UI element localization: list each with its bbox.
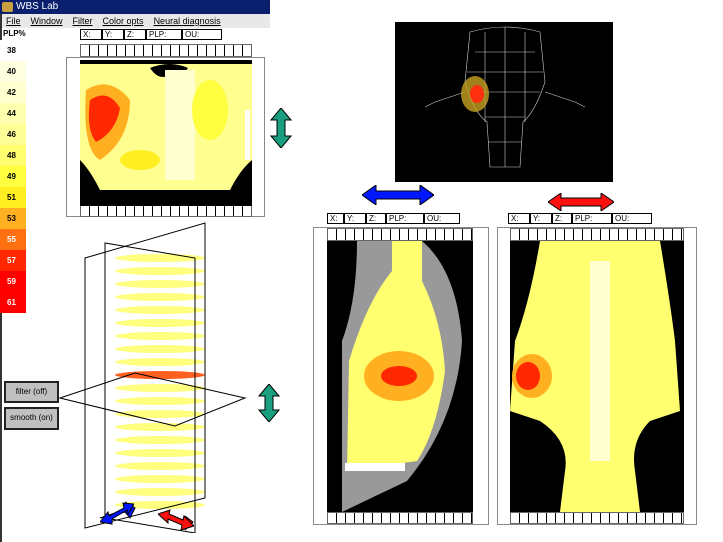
legend-title: PLP% [3, 29, 26, 38]
menu-color-opts[interactable]: Color opts [102, 16, 144, 26]
z-field[interactable]: Z: [124, 29, 146, 40]
blue-arrow-icon[interactable] [100, 500, 134, 526]
legend-item: 61 [0, 292, 26, 313]
z-field[interactable]: Z: [552, 213, 572, 224]
slice [115, 319, 205, 327]
smooth-button[interactable]: smooth (on) [4, 407, 59, 430]
slice [115, 475, 205, 483]
legend-item: 57 [0, 250, 26, 271]
menu-window[interactable]: Window [30, 16, 63, 26]
vertical-slice-arrow-icon[interactable] [270, 108, 292, 148]
slice [115, 254, 205, 262]
legend-item: 48 [0, 145, 26, 166]
slice [115, 293, 205, 301]
z-field[interactable]: Z: [366, 213, 386, 224]
ruler-top [80, 44, 252, 57]
slice [115, 462, 205, 470]
ou-field[interactable]: OU: [182, 29, 222, 40]
slice [115, 423, 205, 431]
filter-button[interactable]: filter (off) [4, 381, 59, 403]
3d-model-view[interactable] [395, 22, 613, 182]
legend-item: 38 [0, 40, 26, 61]
slice [115, 332, 205, 340]
menu-file[interactable]: File [6, 16, 21, 26]
red-arrow-icon[interactable] [158, 508, 194, 532]
menu-filter[interactable]: Filter [72, 16, 93, 26]
slice [115, 436, 205, 444]
coronal-heatmap[interactable] [327, 241, 473, 512]
title-bar: WBS Lab [0, 0, 270, 14]
sagittal-red-arrow-icon[interactable] [548, 193, 614, 211]
slice [115, 358, 205, 366]
slice [115, 371, 205, 379]
legend-item: 42 [0, 82, 26, 103]
slice [115, 280, 205, 288]
ruler-bottom [80, 205, 252, 217]
legend-item: 49 [0, 166, 26, 187]
legend-item: 46 [0, 124, 26, 145]
coord-fields-2: X: Y: Z: PLP: OU: [327, 213, 460, 224]
slice [115, 397, 205, 405]
slice [115, 306, 205, 314]
sagittal-heatmap[interactable] [510, 241, 684, 512]
ruler-top [327, 228, 473, 241]
coord-fields-3: X: Y: Z: PLP: OU: [508, 213, 652, 224]
x-field[interactable]: X: [327, 213, 344, 224]
slice [115, 488, 205, 496]
y-field[interactable]: Y: [530, 213, 552, 224]
slice [115, 410, 205, 418]
legend-item: 40 [0, 61, 26, 82]
legend-item: 51 [0, 187, 26, 208]
coronal-blue-arrow-icon[interactable] [362, 185, 434, 205]
color-legend: 38 40 42 44 46 48 49 51 53 55 57 59 61 [0, 40, 26, 313]
slice-move-arrow-icon[interactable] [258, 384, 280, 422]
slice [115, 345, 205, 353]
x-field[interactable]: X: [80, 29, 102, 40]
legend-item: 59 [0, 271, 26, 292]
legend-item: 55 [0, 229, 26, 250]
slice [115, 449, 205, 457]
plp-field[interactable]: PLP: [386, 213, 424, 224]
x-field[interactable]: X: [508, 213, 530, 224]
legend-item: 44 [0, 103, 26, 124]
menu-neural-diagnosis[interactable]: Neural diagnosis [153, 16, 221, 26]
ou-field[interactable]: OU: [612, 213, 652, 224]
menu-bar: File Window Filter Color opts Neural dia… [0, 14, 270, 28]
ou-field[interactable]: OU: [424, 213, 460, 224]
slice [115, 501, 205, 509]
plp-field[interactable]: PLP: [146, 29, 182, 40]
y-field[interactable]: Y: [102, 29, 124, 40]
slice [115, 267, 205, 275]
slice [115, 384, 205, 392]
legend-item: 53 [0, 208, 26, 229]
ruler-top [510, 228, 684, 241]
window-title: WBS Lab [16, 1, 59, 12]
slice-stack-3d[interactable] [55, 218, 265, 533]
y-field[interactable]: Y: [344, 213, 366, 224]
app-icon [2, 2, 13, 12]
ruler-bottom [327, 512, 473, 524]
axial-heatmap[interactable] [80, 60, 252, 206]
coord-fields-1: X: Y: Z: PLP: OU: [80, 29, 222, 40]
ruler-bottom [510, 512, 684, 524]
plp-field[interactable]: PLP: [572, 213, 612, 224]
